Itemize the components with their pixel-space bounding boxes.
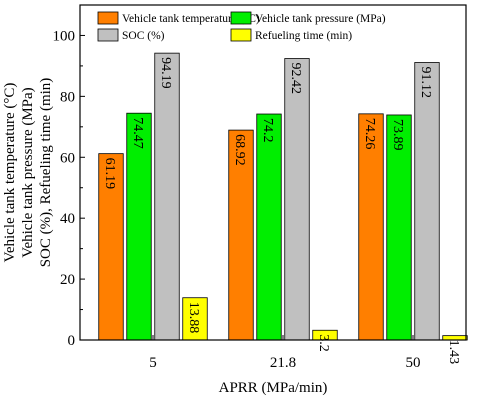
- y-tick-label: 100: [53, 28, 76, 44]
- legend-label: Refueling time (min): [255, 30, 352, 42]
- bar-series1-cat3: [358, 113, 384, 341]
- data-label: 91.12: [418, 66, 433, 98]
- y-tick-label: 60: [60, 150, 75, 166]
- x-tick-label: 50: [406, 355, 421, 371]
- data-label: 1.43: [446, 340, 461, 365]
- bar-series3-cat2: [284, 58, 310, 341]
- y-axis-title-line: Vehicle tank pressure (MPa): [20, 87, 36, 257]
- data-label: 68.92: [232, 134, 247, 166]
- data-label: 73.89: [390, 119, 405, 151]
- y-axis-title-line: SOC (%), Refueling time (min): [38, 78, 54, 268]
- legend-label: SOC (%): [122, 30, 165, 42]
- x-axis-title: APRR (MPa/min): [219, 380, 328, 396]
- data-label: 94.19: [158, 57, 173, 89]
- data-label: 74.2: [260, 118, 275, 143]
- x-tick-label: 21.8: [270, 355, 296, 371]
- bar-series3-cat3: [414, 62, 440, 341]
- data-label: 13.88: [186, 302, 201, 334]
- bar-series2-cat3: [386, 114, 412, 341]
- labels-layer: 61.19 74.47 94.19 13.88 68.92 74.2 92.42 3.2 74.…: [102, 57, 461, 364]
- y-tick-label: 0: [68, 333, 76, 349]
- bar-series2-cat1: [126, 112, 152, 341]
- legend-swatch: [230, 28, 252, 42]
- data-label: 3.2: [316, 334, 331, 352]
- data-label: 74.47: [130, 117, 145, 149]
- bar-series1-cat1: [98, 153, 124, 341]
- bars-layer: [98, 52, 468, 341]
- data-label: 74.26: [362, 118, 377, 150]
- y-tick-label: 80: [60, 89, 75, 105]
- legend: Vehicle tank temperature (°C)Vehicle tan…: [97, 11, 386, 42]
- legend-swatch: [230, 11, 252, 25]
- data-label: 92.42: [288, 63, 303, 95]
- bar-series3-cat1: [154, 52, 180, 341]
- bar-series1-cat2: [228, 129, 254, 341]
- y-tick-label: 40: [60, 211, 75, 227]
- data-label: 61.19: [102, 158, 117, 190]
- legend-swatch: [97, 11, 119, 25]
- plot-frame: [79, 4, 467, 341]
- legend-swatch: [97, 28, 119, 42]
- y-axis-title-line: Vehicle tank temperature (°C): [2, 83, 18, 263]
- legend-label: Vehicle tank temperature (°C): [122, 13, 260, 25]
- bar-series2-cat2: [256, 113, 282, 341]
- ticks-layer: 5 21.8 50 0 20 40 60 80 100: [53, 28, 421, 371]
- legend-label: Vehicle tank pressure (MPa): [255, 13, 386, 25]
- y-tick-label: 20: [60, 272, 75, 288]
- y-axis-title: Vehicle tank temperature (°C) Vehicle tan…: [2, 78, 54, 268]
- x-tick-label: 5: [149, 355, 157, 371]
